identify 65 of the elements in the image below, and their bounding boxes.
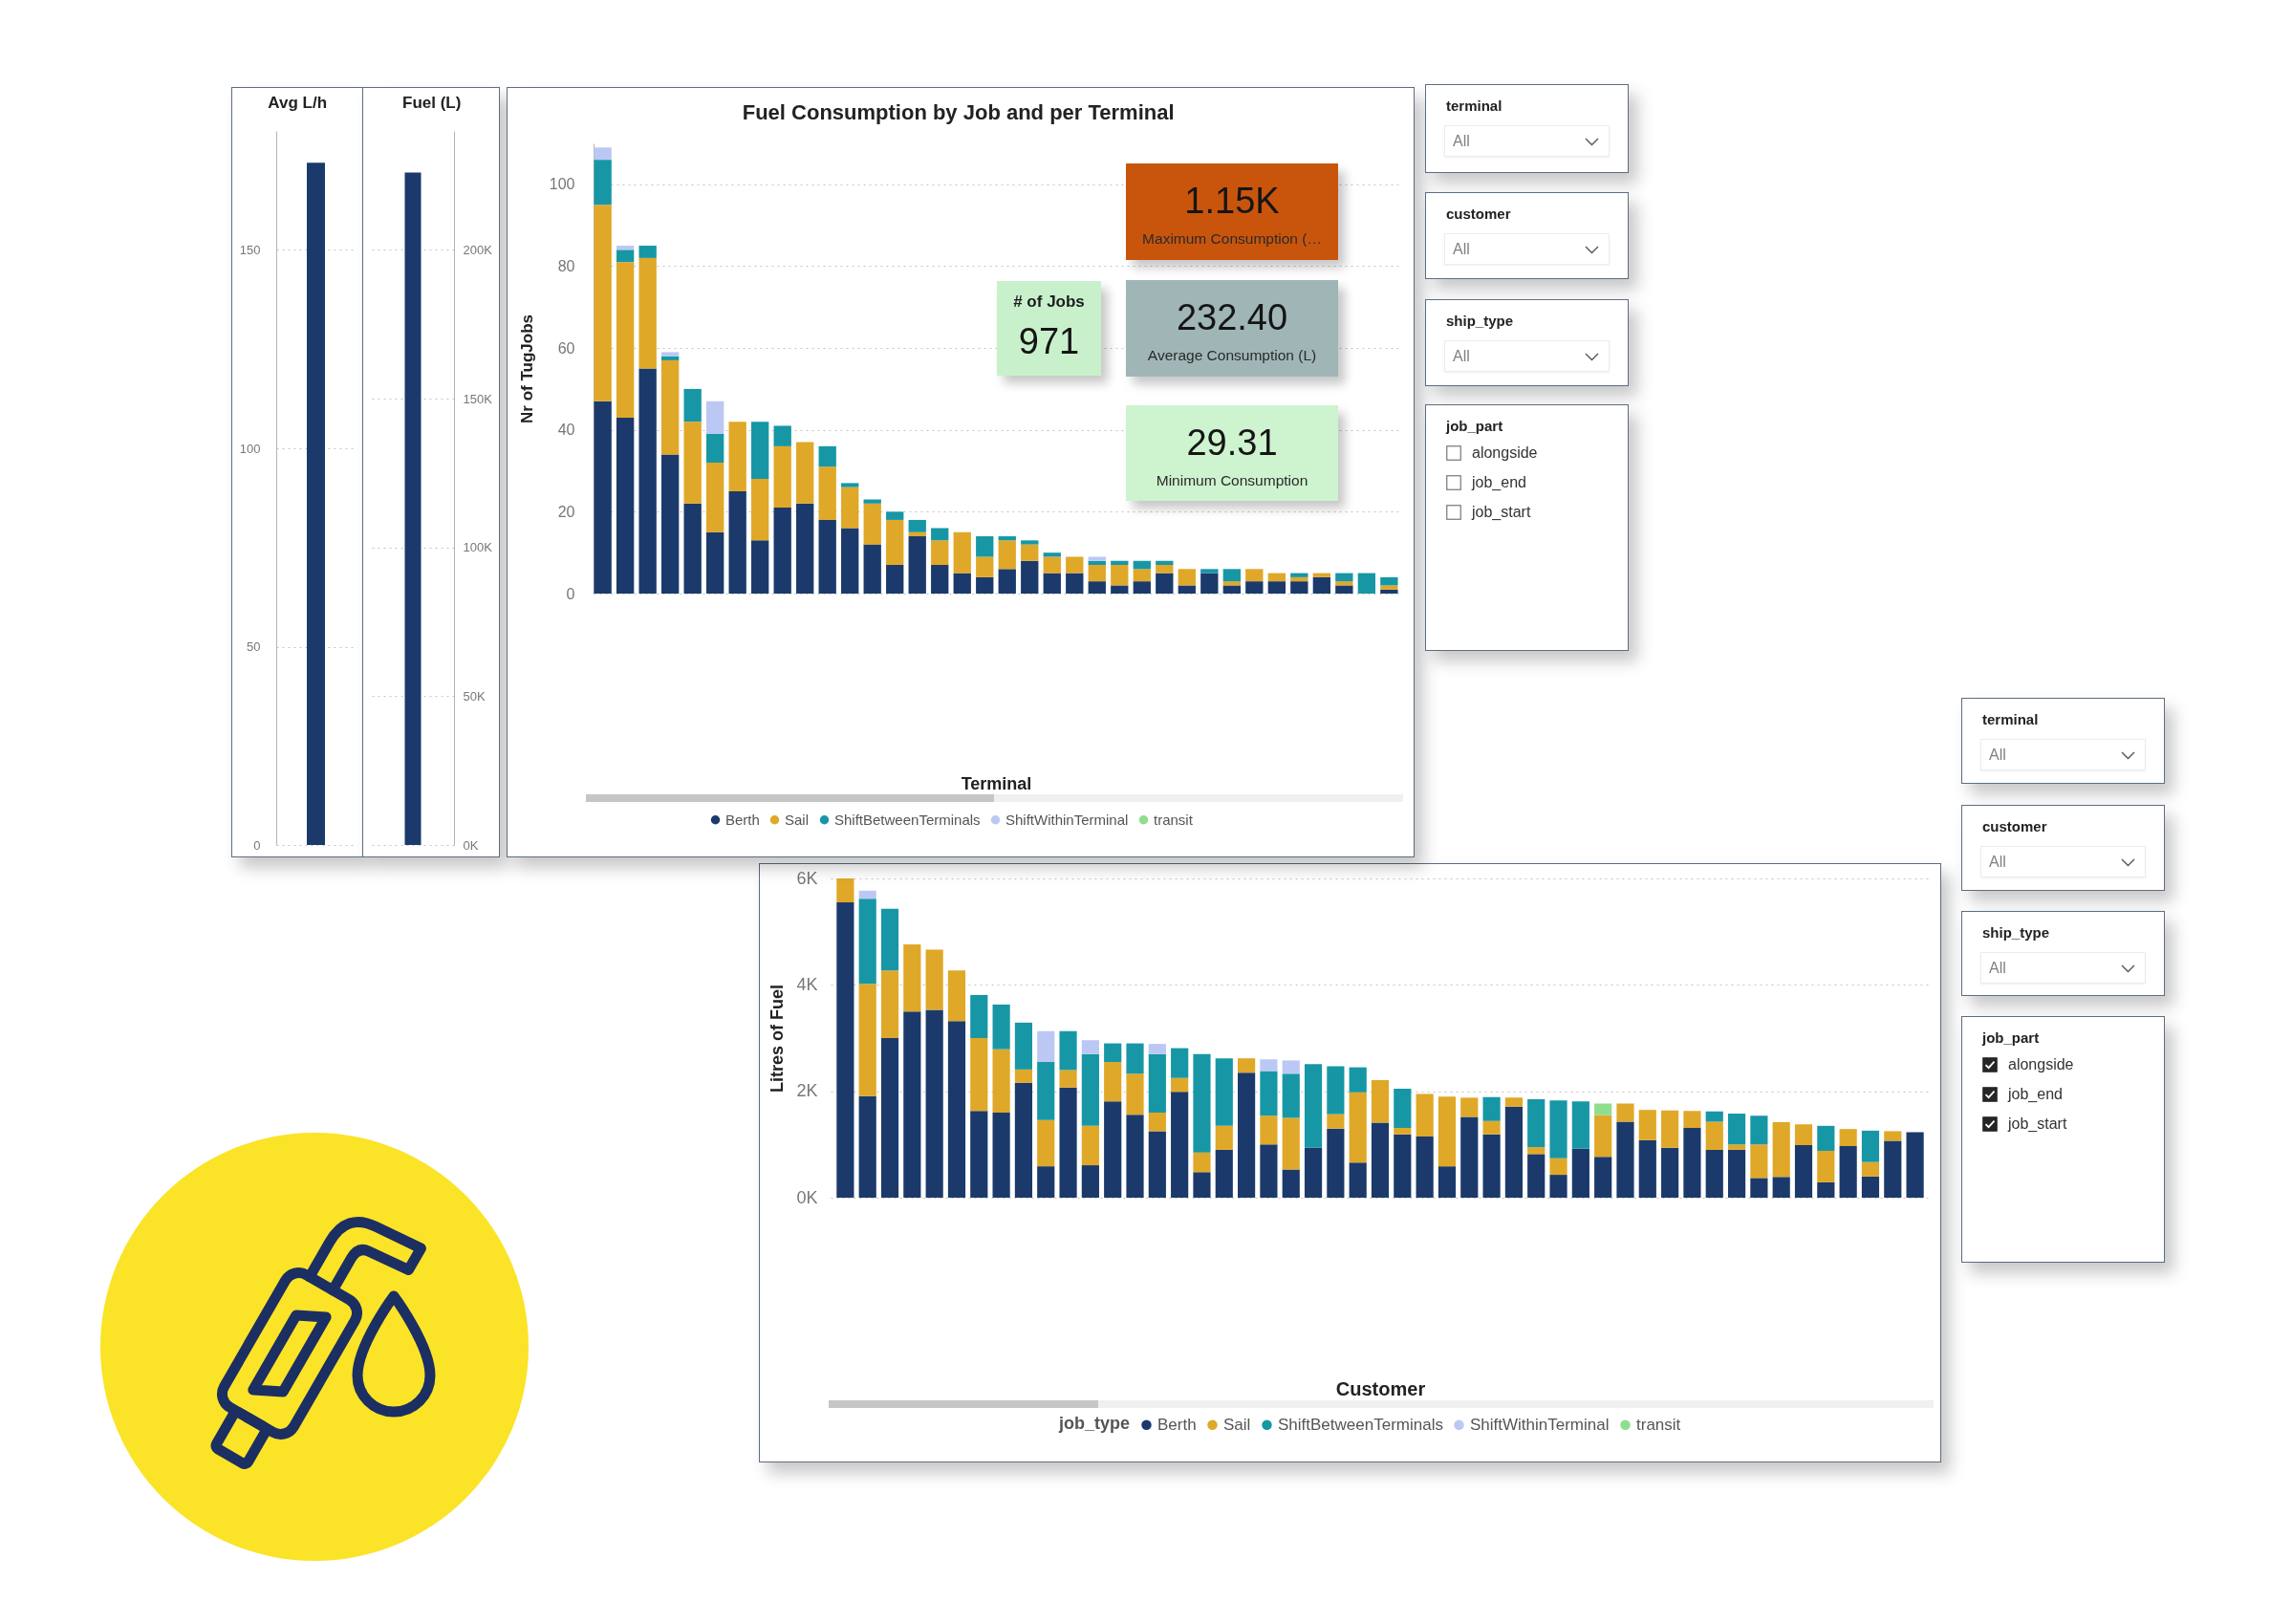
category-label: alongside (2008, 1055, 2074, 1074)
y-tick-label: 60 (557, 339, 575, 357)
y-tick-label: 80 (557, 257, 575, 274)
y-tick-label: 0 (566, 585, 575, 602)
text: Maximum Consumption (… (1142, 230, 1322, 248)
x-axis-title: Customer (1335, 1377, 1426, 1399)
legend-label: ShiftBetweenTerminals (834, 811, 981, 828)
legend-label: ShiftWithinTerminal (1470, 1415, 1610, 1434)
category-label: job_start (1472, 503, 1531, 521)
category-label: job_end (1472, 473, 1526, 491)
text: job_part (1446, 418, 1503, 435)
text: Average Consumption (L) (1147, 347, 1317, 364)
y-tick-label: 20 (557, 503, 575, 520)
legend-label: ShiftBetweenTerminals (1278, 1415, 1443, 1434)
annotation: 29.31 (1186, 422, 1278, 465)
text: ship_type (1446, 313, 1514, 330)
text: customer (1446, 206, 1511, 223)
text: terminal (1446, 97, 1503, 115)
chart-title: Fuel Consumption by Job and per Terminal (742, 100, 1175, 124)
y-tick-label: 50 (247, 639, 261, 654)
chart-title: Avg L/h (268, 94, 328, 112)
y-tick-label: 100 (239, 441, 261, 456)
legend-label: Berth (725, 811, 760, 828)
text: terminal (1982, 711, 2039, 728)
legend-label: transit (1636, 1415, 1681, 1434)
legend-label: transit (1154, 811, 1194, 828)
text: Minimum Consumption (1156, 472, 1308, 489)
dropdown-field: All (1980, 846, 2146, 877)
y-tick-label: 4K (796, 974, 818, 994)
chart-title: Fuel (L) (401, 94, 462, 112)
category-label: job_end (2008, 1085, 2063, 1103)
x-axis-title: Terminal (961, 773, 1032, 793)
text: customer (1982, 818, 2047, 835)
dropdown-field: All (1444, 233, 1610, 265)
legend-label: Berth (1157, 1415, 1197, 1434)
text: job_part (1982, 1029, 2040, 1047)
y-axis-title: Nr of TugJobs (517, 314, 536, 423)
y-tick-label: 0K (463, 837, 479, 853)
legend-label: ShiftWithinTerminal (1005, 811, 1129, 828)
annotation: 971 (1018, 321, 1080, 363)
category-label: job_start (2008, 1115, 2067, 1133)
y-tick-label: 100K (463, 540, 493, 555)
y-tick-label: 50K (463, 688, 486, 704)
y-tick-label: 2K (796, 1081, 818, 1101)
annotation: 1.15K (1184, 181, 1280, 223)
y-tick-label: 6K (796, 868, 818, 888)
dropdown-field: All (1444, 125, 1610, 157)
category-label: alongside (1472, 444, 1538, 463)
y-tick-label: 0K (796, 1187, 818, 1207)
y-tick-label: 100 (549, 176, 575, 193)
dropdown-field: All (1980, 952, 2146, 984)
annotation: 232.40 (1176, 297, 1288, 339)
text: # of Jobs (1013, 292, 1085, 312)
y-tick-label: 150K (463, 391, 493, 406)
legend-title: job_type (1058, 1414, 1131, 1433)
y-tick-label: 40 (557, 422, 575, 439)
legend-label: Sail (785, 811, 810, 828)
y-tick-label: 0 (253, 837, 261, 853)
y-tick-label: 200K (463, 243, 493, 257)
y-tick-label: 150 (239, 243, 261, 257)
text: ship_type (1982, 924, 2050, 942)
dropdown-field: All (1980, 739, 2146, 770)
y-axis-title: Litres of Fuel (767, 984, 788, 1093)
dropdown-field: All (1444, 340, 1610, 372)
legend-label: Sail (1223, 1415, 1251, 1434)
